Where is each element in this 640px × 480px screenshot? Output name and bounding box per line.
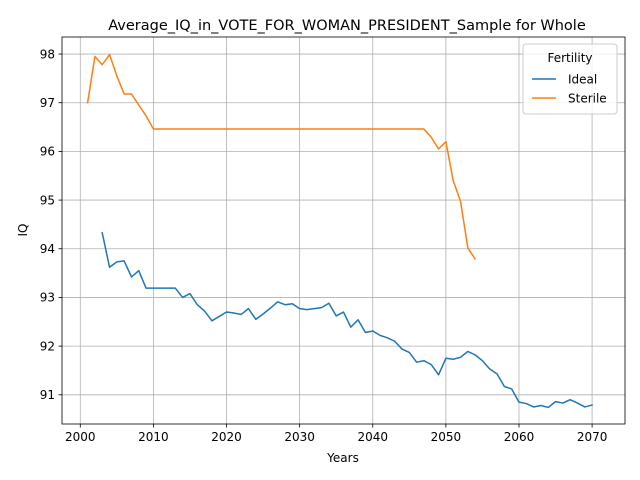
x-tick-label: 2070	[577, 430, 608, 444]
x-tick-label: 2010	[138, 430, 169, 444]
x-tick-label: 2030	[284, 430, 315, 444]
legend-box	[522, 43, 618, 115]
x-tick-label: 2040	[357, 430, 388, 444]
y-tick-label: 96	[40, 145, 55, 159]
series-line-ideal	[101, 231, 594, 409]
y-tick-label: 97	[40, 96, 55, 110]
y-tick-label: 98	[40, 47, 55, 61]
x-tick-label: 2060	[504, 430, 535, 444]
plot-area-frame	[61, 36, 626, 425]
y-tick-label: 95	[40, 193, 55, 207]
x-axis-label: Years	[326, 451, 359, 465]
series-line-sterile	[86, 53, 477, 261]
x-tick-label: 2000	[65, 430, 96, 444]
series-lines	[86, 53, 594, 409]
chart-title: Average_IQ_in_VOTE_FOR_WOMAN_PRESIDENT_S…	[108, 18, 586, 34]
x-tick-label: 2050	[431, 430, 462, 444]
legend-label-sterile: Sterile	[568, 92, 607, 106]
legend-label-ideal: Ideal	[568, 73, 597, 87]
y-tick-label: 94	[40, 242, 55, 256]
axis-ticks: 2000 2010 2020 2030 2040 2050 2060 2070 91 92 93 94…	[40, 47, 608, 444]
legend: Fertility Ideal Sterile	[522, 43, 618, 115]
y-axis-label: IQ	[16, 224, 30, 237]
legend-title: Fertility	[547, 51, 592, 65]
y-tick-label: 93	[40, 291, 55, 305]
x-tick-label: 2020	[211, 430, 242, 444]
y-tick-label: 92	[40, 339, 55, 353]
y-tick-label: 91	[40, 388, 55, 402]
